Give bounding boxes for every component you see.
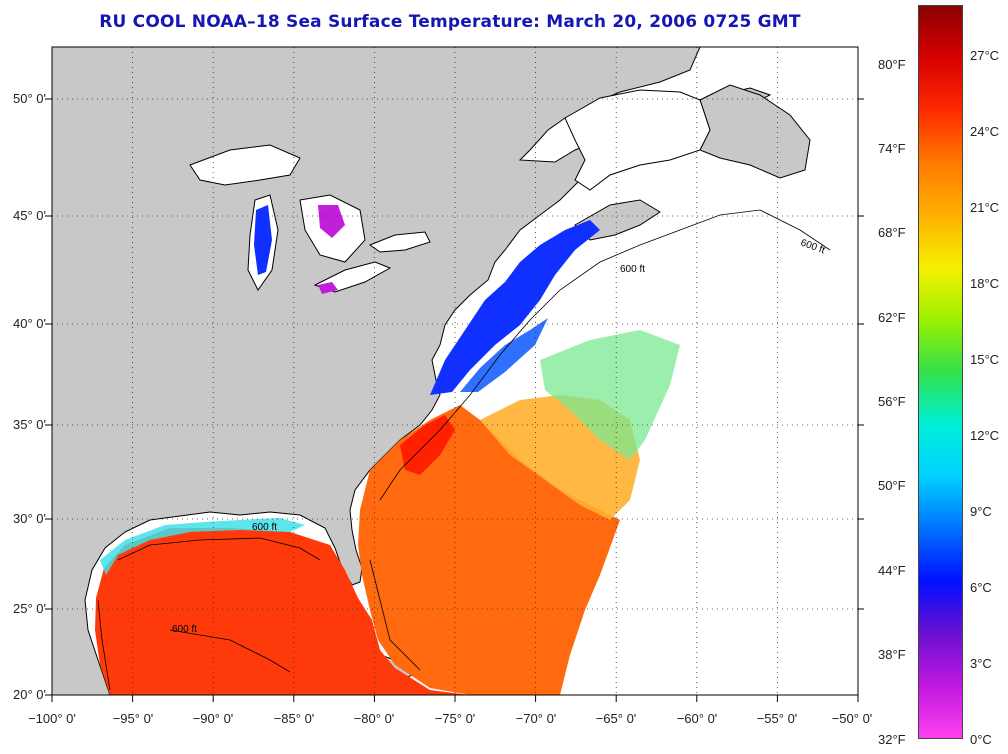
sst-atlantic-warm [358,405,620,695]
sst-gulf-stream-core [400,415,455,475]
celsius-label: 9°C [970,504,992,519]
x-tick-label: −90° 0' [192,711,234,726]
sst-lake-erie [318,282,338,294]
celsius-label: 3°C [970,656,992,671]
sst-ne-shelf-light [460,318,548,392]
celsius-label: 18°C [970,276,1000,291]
y-tick-label: 25° 0' [13,601,46,616]
axis-ticks [45,98,864,702]
isobath-600ft-gulf [97,537,421,691]
isobath-label: 600 ft [172,624,197,635]
y-tick-label: 35° 0' [13,417,46,432]
fahrenheit-label: 32°F [878,732,906,747]
gulf-st-lawrence [564,89,711,191]
y-tick-label: 20° 0' [13,687,46,702]
sst-gulf-of-mexico [95,528,470,695]
x-tick-label: −55° 0' [756,711,798,726]
x-tick-label: −65° 0' [595,711,637,726]
lake-ontario [368,231,431,253]
y-tick-label: 40° 0' [13,316,46,331]
celsius-label: 0°C [970,732,992,747]
fahrenheit-label: 44°F [878,563,906,578]
fahrenheit-label: 80°F [878,57,906,72]
sst-gulf-shelf [100,518,305,575]
sst-lake-huron [318,205,345,238]
sst-lake-michigan [254,205,272,275]
x-tick-label: −50° 0' [831,711,873,726]
x-tick-label: −95° 0' [112,711,154,726]
isobath-label: 600 ft [252,522,277,533]
celsius-label: 24°C [970,124,1000,139]
isobath-600ft-atlantic [379,209,831,501]
fahrenheit-label: 50°F [878,478,906,493]
isobath-label: 600 ft [620,264,645,275]
x-tick-label: −85° 0' [273,711,315,726]
celsius-label: 12°C [970,428,1000,443]
sst-atlantic-scatter [540,330,680,460]
lake-superior [189,144,301,186]
x-tick-label: −70° 0' [515,711,557,726]
celsius-label: 21°C [970,200,1000,215]
sst-ne-shelf [430,220,600,395]
x-tick-label: −60° 0' [676,711,718,726]
celsius-label: 27°C [970,48,1000,63]
y-tick-label: 50° 0' [13,91,46,106]
y-tick-label: 30° 0' [13,511,46,526]
fahrenheit-label: 62°F [878,310,906,325]
x-tick-label: −75° 0' [434,711,476,726]
celsius-label: 15°C [970,352,1000,367]
x-tick-label: −80° 0' [353,711,395,726]
grid-lines [52,47,858,695]
fahrenheit-label: 74°F [878,141,906,156]
x-tick-label: −100° 0' [28,711,76,726]
chart-title: RU COOL NOAA–18 Sea Surface Temperature:… [99,12,801,32]
celsius-label: 6°C [970,580,992,595]
y-tick-label: 45° 0' [13,208,46,223]
fahrenheit-label: 38°F [878,647,906,662]
fahrenheit-label: 56°F [878,394,906,409]
fahrenheit-label: 68°F [878,225,906,240]
colorbar [918,5,963,739]
land-north-america [52,47,772,695]
